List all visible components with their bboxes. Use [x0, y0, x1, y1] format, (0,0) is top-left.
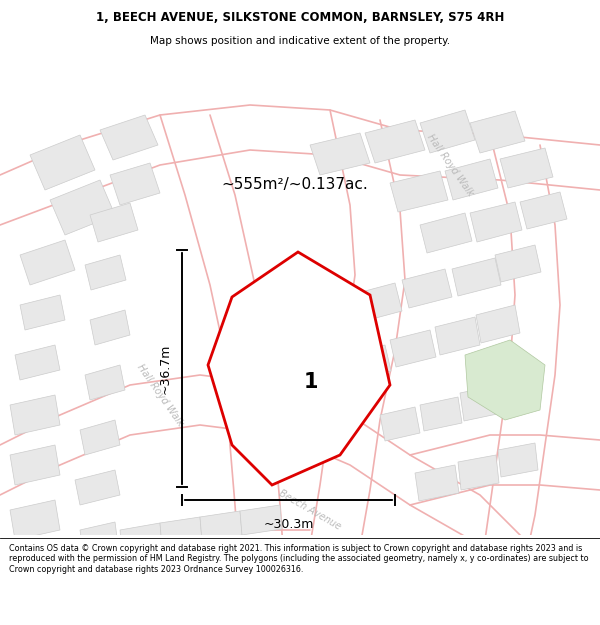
Polygon shape: [30, 135, 95, 190]
Polygon shape: [10, 395, 60, 435]
Polygon shape: [340, 345, 391, 381]
Polygon shape: [50, 180, 115, 235]
Polygon shape: [415, 465, 459, 501]
Polygon shape: [20, 295, 65, 330]
Polygon shape: [365, 120, 425, 163]
Polygon shape: [390, 330, 436, 367]
Polygon shape: [498, 443, 538, 477]
Polygon shape: [15, 345, 60, 380]
Polygon shape: [90, 203, 138, 242]
Polygon shape: [402, 269, 452, 308]
Polygon shape: [240, 505, 282, 535]
Polygon shape: [120, 523, 162, 554]
Polygon shape: [435, 317, 480, 355]
Polygon shape: [110, 163, 160, 205]
Text: 1, BEECH AVENUE, SILKSTONE COMMON, BARNSLEY, S75 4RH: 1, BEECH AVENUE, SILKSTONE COMMON, BARNS…: [96, 11, 504, 24]
Text: ~30.3m: ~30.3m: [263, 518, 314, 531]
Polygon shape: [160, 517, 202, 547]
Polygon shape: [465, 340, 545, 420]
Polygon shape: [350, 283, 402, 323]
Polygon shape: [390, 171, 448, 212]
Polygon shape: [200, 511, 242, 541]
Polygon shape: [458, 455, 499, 490]
Polygon shape: [20, 547, 64, 578]
Text: Hall Royd Walk: Hall Royd Walk: [425, 132, 475, 198]
Polygon shape: [498, 373, 538, 407]
Text: Map shows position and indicative extent of the property.: Map shows position and indicative extent…: [150, 36, 450, 46]
Polygon shape: [500, 148, 553, 188]
Polygon shape: [80, 522, 118, 553]
Polygon shape: [310, 133, 370, 175]
Text: 1: 1: [304, 372, 318, 392]
Text: Hall Royd Walk: Hall Royd Walk: [135, 362, 185, 428]
Polygon shape: [445, 159, 498, 200]
Polygon shape: [470, 111, 525, 153]
Polygon shape: [495, 245, 541, 282]
Polygon shape: [420, 110, 475, 153]
Text: Contains OS data © Crown copyright and database right 2021. This information is : Contains OS data © Crown copyright and d…: [9, 544, 589, 574]
Polygon shape: [85, 365, 125, 400]
Polygon shape: [20, 240, 75, 285]
Text: ~36.7m: ~36.7m: [159, 343, 172, 394]
Polygon shape: [476, 305, 520, 343]
Polygon shape: [80, 420, 120, 455]
Polygon shape: [380, 407, 420, 441]
Polygon shape: [10, 500, 60, 540]
Polygon shape: [460, 385, 502, 421]
Polygon shape: [420, 213, 472, 253]
Polygon shape: [85, 255, 126, 290]
Text: Beech Avenue: Beech Avenue: [277, 488, 343, 532]
Polygon shape: [520, 192, 567, 229]
Polygon shape: [90, 310, 130, 345]
Polygon shape: [470, 202, 522, 242]
Polygon shape: [10, 445, 60, 485]
Polygon shape: [75, 470, 120, 505]
Polygon shape: [420, 397, 462, 431]
Polygon shape: [452, 258, 501, 296]
Text: ~555m²/~0.137ac.: ~555m²/~0.137ac.: [221, 177, 368, 192]
Polygon shape: [208, 252, 390, 485]
Polygon shape: [100, 115, 158, 160]
